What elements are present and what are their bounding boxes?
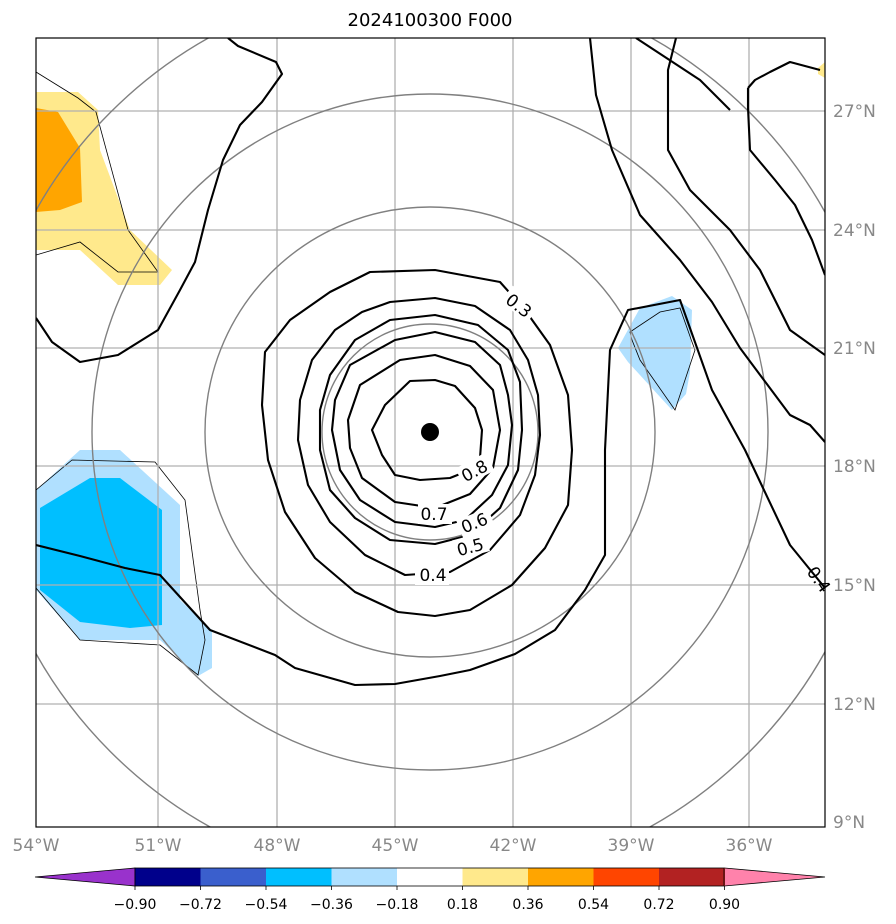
map-frame: [35, 37, 826, 828]
colorbar-tick-label: −0.18: [376, 897, 419, 913]
colorbar-swatch: [462, 868, 529, 886]
colorbar-swatch: [659, 868, 725, 886]
colorbar-swatch: [397, 868, 463, 886]
lon-label: 39°W: [608, 836, 655, 856]
colorbar-swatch: [135, 868, 201, 886]
colorbar-tick-label: 0.72: [643, 897, 674, 913]
colorbar-swatch: [266, 868, 332, 886]
colorbar-swatch: [593, 868, 660, 886]
graticule: [36, 38, 825, 827]
colorbar-tick-label: 0.54: [578, 897, 609, 913]
shaded-fields: [36, 62, 825, 676]
colorbar-tick-label: −0.54: [245, 897, 288, 913]
lon-label: 42°W: [490, 836, 537, 856]
contour-0.4: [296, 296, 542, 577]
lon-label: 54°W: [13, 836, 60, 856]
range-rings: [36, 38, 825, 827]
lon-label: 48°W: [254, 836, 301, 856]
lat-label: 27°N: [833, 102, 876, 122]
lat-label: 21°N: [833, 339, 876, 359]
lon-label: 36°W: [726, 836, 773, 856]
colorbar-tick-label: −0.36: [310, 897, 353, 913]
lon-label: 51°W: [135, 836, 182, 856]
positive-anomaly-area-corner: [818, 62, 825, 78]
lat-label: 15°N: [833, 576, 876, 596]
latitude-axis: 27°N 24°N 21°N 18°N 15°N 12°N 9°N: [833, 102, 876, 833]
thin-outlines: [36, 71, 696, 676]
longitude-axis: 54°W 51°W 48°W 45°W 42°W 39°W 36°W: [13, 836, 773, 856]
contour-label-0.7: 0.7: [420, 505, 447, 525]
contour-label-edge: 0.4: [802, 563, 834, 597]
contour-0.7: [346, 353, 502, 510]
colorbar-tick-label: −0.72: [179, 897, 222, 913]
lat-label: 12°N: [833, 695, 876, 715]
contour-label-0.4: 0.4: [419, 566, 446, 586]
negative-anomaly-area-east: [618, 296, 692, 410]
lat-label: 18°N: [833, 457, 876, 477]
colorbar-swatch: [331, 868, 398, 886]
lat-label: 24°N: [833, 221, 876, 241]
map-title: 2024100300 F000: [348, 10, 513, 31]
lon-label: 45°W: [372, 836, 419, 856]
colorbar-tick-label: 0.90: [709, 897, 740, 913]
colorbar-tick-label: 0.36: [512, 897, 543, 913]
colorbar: −0.90 −0.72 −0.54 −0.36 −0.18 0.18 0.36 0.54 0.7…: [34, 867, 826, 913]
colorbar-extend-low: [34, 867, 136, 887]
colorbar-swatch: [528, 868, 594, 886]
contour-0.3: [260, 268, 574, 618]
colorbar-tick-label: 0.18: [447, 897, 478, 913]
colorbar-extend-high: [724, 867, 826, 887]
storm-center-marker: [421, 423, 439, 441]
positive-anomaly-area-orange: [36, 108, 82, 212]
colorbar-swatch: [200, 868, 267, 886]
lat-label: 9°N: [833, 813, 865, 833]
contour-0.2: [36, 298, 825, 687]
colorbar-tick-label: −0.90: [114, 897, 157, 913]
contour-label-group: 0.3 0.4 0.5 0.6 0.7 0.8 0.4: [415, 285, 834, 597]
contour-0.5: [318, 313, 524, 546]
